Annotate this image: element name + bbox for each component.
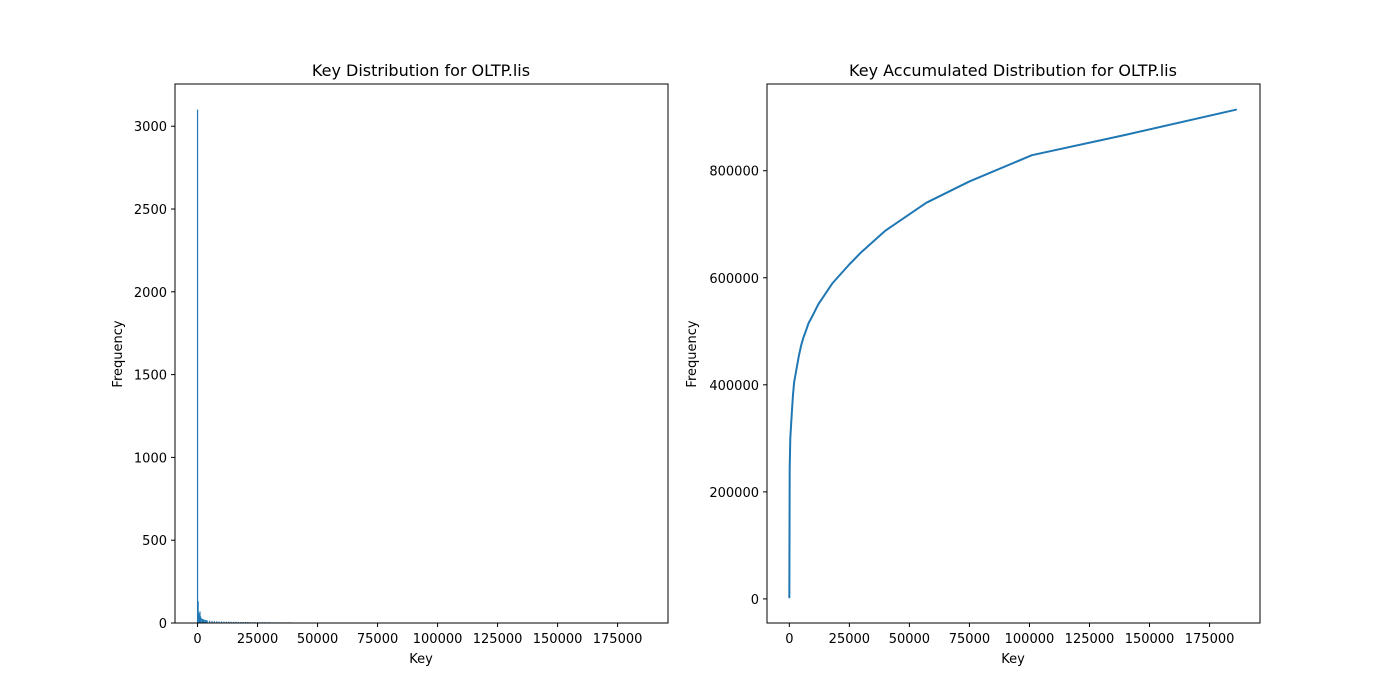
x-tick-label: 25000 (237, 632, 278, 647)
y-tick-label: 600000 (709, 272, 759, 287)
x-tick-label: 0 (785, 632, 793, 647)
key-accumulated-distribution-chart: Key Accumulated Distribution for OLTP.li… (685, 61, 1261, 667)
x-tick-label: 175000 (593, 632, 643, 647)
y-tick-label: 800000 (709, 165, 759, 180)
bar (230, 621, 232, 623)
bar (213, 621, 215, 623)
x-tick-label: 125000 (1065, 632, 1115, 647)
y-tick-label: 1500 (134, 369, 167, 384)
bar (225, 621, 227, 623)
bar (232, 621, 235, 623)
bar (208, 620, 211, 623)
bar (228, 621, 230, 623)
bar (223, 621, 225, 623)
x-tick-label: 100000 (413, 632, 463, 647)
y-tick-label: 0 (751, 593, 759, 608)
y-tick-label: 500 (142, 534, 167, 549)
bar (199, 611, 201, 623)
x-axis-ticks: 0 25000 50000 75000 100000 125000 150000 175000 (785, 623, 1234, 647)
y-axis-ticks: 0 500 1000 1500 2000 2500 3000 (134, 120, 175, 632)
bar (201, 618, 203, 623)
y-tick-label: 0 (159, 617, 167, 632)
x-tick-label: 150000 (533, 632, 583, 647)
x-axis-label: Key (409, 652, 433, 667)
x-tick-label: 0 (193, 632, 201, 647)
y-axis-label: Frequency (685, 320, 700, 387)
bar (196, 109, 199, 624)
bar (198, 615, 200, 623)
bar (235, 621, 237, 623)
x-axis-label: Key (1001, 652, 1025, 667)
x-axis-ticks: 0 25000 50000 75000 100000 125000 150000 175000 (193, 623, 642, 647)
x-tick-label: 100000 (1005, 632, 1055, 647)
bar (211, 621, 213, 623)
key-distribution-chart: Key Distribution for OLTP.lis 0 25000 5000… (111, 61, 669, 667)
bar (206, 620, 208, 623)
plot-frame (766, 83, 1261, 624)
bar (200, 618, 202, 623)
plot-frame (174, 83, 669, 624)
x-tick-label: 175000 (1185, 632, 1235, 647)
bar (197, 601, 199, 623)
chart-title: Key Accumulated Distribution for OLTP.li… (849, 61, 1177, 80)
y-axis-ticks: 0 200000 400000 600000 800000 (709, 165, 767, 608)
y-axis-label: Frequency (111, 320, 126, 387)
x-tick-label: 25000 (829, 632, 870, 647)
y-tick-label: 400000 (709, 379, 759, 394)
y-tick-label: 2500 (134, 203, 167, 218)
chart-title: Key Distribution for OLTP.lis (312, 61, 530, 80)
y-tick-label: 200000 (709, 486, 759, 501)
x-tick-label: 125000 (473, 632, 523, 647)
line-series (788, 108, 1237, 599)
series-line (788, 108, 1237, 599)
y-tick-label: 1000 (134, 451, 167, 466)
bar (216, 621, 218, 623)
x-tick-label: 50000 (889, 632, 930, 647)
bar (202, 619, 205, 623)
x-tick-label: 150000 (1125, 632, 1175, 647)
y-tick-label: 2000 (134, 286, 167, 301)
x-tick-label: 50000 (297, 632, 338, 647)
x-tick-label: 75000 (357, 632, 398, 647)
y-tick-label: 3000 (134, 120, 167, 135)
bar (220, 621, 223, 623)
bar (218, 621, 220, 623)
bar (204, 619, 206, 623)
bar (205, 620, 207, 623)
x-tick-label: 75000 (949, 632, 990, 647)
